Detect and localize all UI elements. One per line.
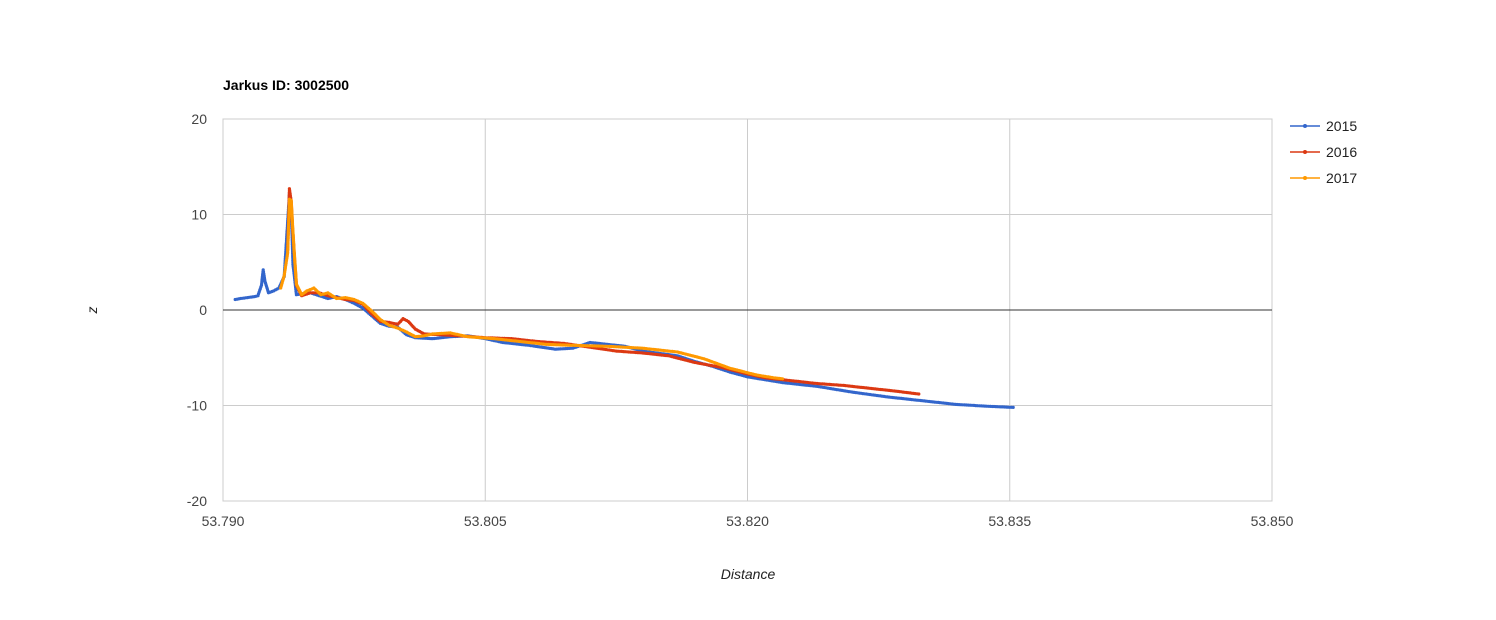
y-tick-label: 10 bbox=[191, 207, 207, 223]
y-tick-label: 0 bbox=[199, 302, 207, 318]
x-tick-label: 53.850 bbox=[1251, 513, 1294, 529]
y-axis-ticks: 20 10 0 -10 -20 bbox=[187, 111, 207, 509]
legend-item-2016[interactable]: 2016 bbox=[1290, 144, 1357, 160]
data-point-2016 bbox=[917, 392, 921, 396]
x-tick-label: 53.820 bbox=[726, 513, 769, 529]
y-tick-label: -10 bbox=[187, 398, 207, 414]
x-tick-label: 53.790 bbox=[202, 513, 245, 529]
legend-label: 2015 bbox=[1326, 118, 1357, 134]
y-axis-title: z bbox=[84, 307, 100, 315]
x-axis-ticks: 53.790 53.805 53.820 53.835 53.850 bbox=[202, 513, 1294, 529]
chart-title: Jarkus ID: 3002500 bbox=[223, 77, 349, 93]
series-layer bbox=[233, 187, 1015, 409]
legend-label: 2017 bbox=[1326, 170, 1357, 186]
x-tick-label: 53.805 bbox=[464, 513, 507, 529]
y-tick-label: 20 bbox=[191, 111, 207, 127]
legend-label: 2016 bbox=[1326, 144, 1357, 160]
x-axis-title: Distance bbox=[721, 566, 776, 582]
y-tick-label: -20 bbox=[187, 493, 207, 509]
legend-swatch-dot bbox=[1303, 124, 1307, 128]
legend-item-2017[interactable]: 2017 bbox=[1290, 170, 1357, 186]
x-tick-label: 53.835 bbox=[988, 513, 1031, 529]
legend-item-2015[interactable]: 2015 bbox=[1290, 118, 1357, 134]
series-2017 bbox=[279, 197, 785, 381]
data-point-2017 bbox=[780, 377, 785, 381]
legend-swatch-dot bbox=[1303, 150, 1307, 154]
legend-swatch-dot bbox=[1303, 176, 1307, 180]
data-point-2015 bbox=[1011, 405, 1015, 409]
legend[interactable]: 2015 2016 2017 bbox=[1290, 118, 1357, 186]
